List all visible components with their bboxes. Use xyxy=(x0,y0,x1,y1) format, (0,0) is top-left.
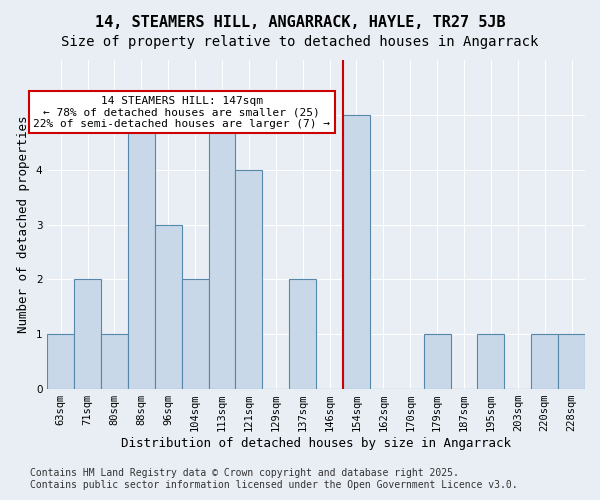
X-axis label: Distribution of detached houses by size in Angarrack: Distribution of detached houses by size … xyxy=(121,437,511,450)
Bar xyxy=(74,280,101,389)
Bar xyxy=(128,115,155,389)
Bar xyxy=(558,334,585,389)
Bar xyxy=(531,334,558,389)
Bar xyxy=(101,334,128,389)
Bar xyxy=(182,280,209,389)
Text: Size of property relative to detached houses in Angarrack: Size of property relative to detached ho… xyxy=(61,35,539,49)
Bar xyxy=(47,334,74,389)
Text: 14 STEAMERS HILL: 147sqm
← 78% of detached houses are smaller (25)
22% of semi-d: 14 STEAMERS HILL: 147sqm ← 78% of detach… xyxy=(33,96,330,129)
Bar xyxy=(235,170,262,389)
Text: 14, STEAMERS HILL, ANGARRACK, HAYLE, TR27 5JB: 14, STEAMERS HILL, ANGARRACK, HAYLE, TR2… xyxy=(95,15,505,30)
Bar xyxy=(478,334,505,389)
Bar xyxy=(343,115,370,389)
Bar xyxy=(209,115,235,389)
Y-axis label: Number of detached properties: Number of detached properties xyxy=(17,116,30,334)
Bar xyxy=(155,224,182,389)
Bar xyxy=(424,334,451,389)
Bar xyxy=(289,280,316,389)
Text: Contains HM Land Registry data © Crown copyright and database right 2025.
Contai: Contains HM Land Registry data © Crown c… xyxy=(30,468,518,490)
